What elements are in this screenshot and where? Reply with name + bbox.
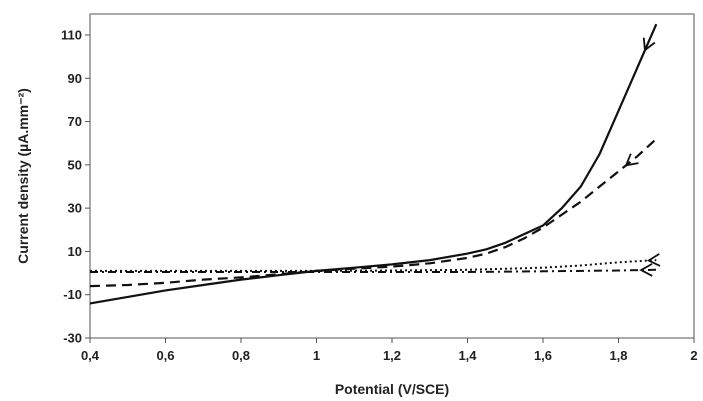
series-line-dash-dot xyxy=(90,268,657,273)
x-tick-label: 1 xyxy=(313,348,320,363)
x-tick-label: 0,4 xyxy=(81,348,100,363)
direction-arrow-dash-dot xyxy=(639,263,653,277)
y-axis-ticks: -30 -10 10 30 50 70 90 110 xyxy=(61,28,90,346)
x-tick-label: 1,4 xyxy=(458,348,477,363)
direction-arrow-dashed xyxy=(624,153,639,167)
y-tick-label: 70 xyxy=(68,114,82,129)
series-layer xyxy=(89,23,661,305)
y-tick-label: 50 xyxy=(68,157,82,172)
direction-arrow-dotted xyxy=(646,253,661,267)
series-line-dashed xyxy=(89,138,658,288)
x-tick-label: 1,2 xyxy=(383,348,401,363)
x-tick-label: 0,6 xyxy=(156,348,174,363)
x-tick-label: 0,8 xyxy=(232,348,250,363)
y-tick-label: 10 xyxy=(68,244,82,259)
x-axis-title: Potential (V/SCE) xyxy=(335,381,449,397)
y-tick-label: -30 xyxy=(63,331,82,346)
y-tick-label: 30 xyxy=(68,201,82,216)
y-tick-label: -10 xyxy=(63,287,82,302)
series-line-solid xyxy=(89,23,658,305)
direction-arrow-solid xyxy=(642,37,656,52)
y-axis-title: Current density (µA.mm⁻²) xyxy=(15,88,31,264)
x-tick-label: 1,6 xyxy=(534,348,552,363)
plot-area-frame xyxy=(89,13,695,339)
y-tick-label: 90 xyxy=(68,71,82,86)
x-axis-ticks: 0,4 0,6 0,8 1 1,2 1,4 1,6 1,8 2 xyxy=(81,338,698,363)
y-tick-label: 110 xyxy=(61,28,82,43)
x-tick-label: 2 xyxy=(690,348,697,363)
x-tick-label: 1,8 xyxy=(609,348,627,363)
